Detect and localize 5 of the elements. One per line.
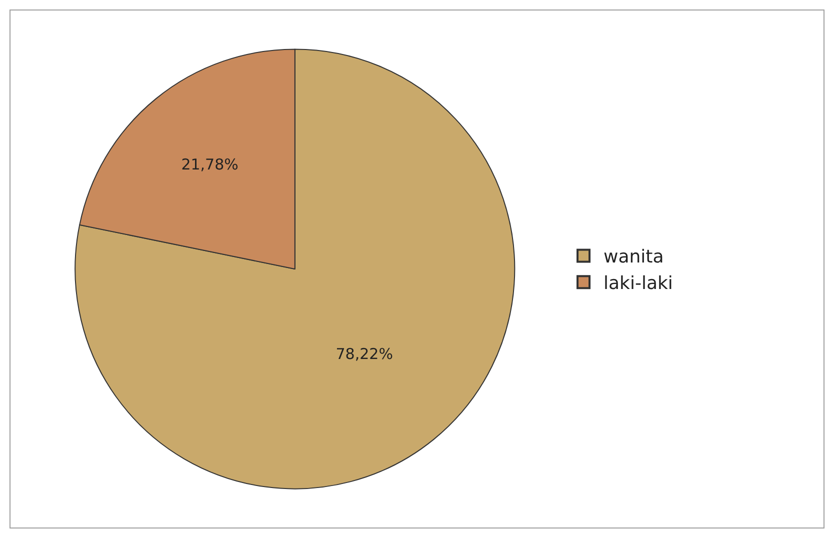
data-label: 78,22% [336, 345, 393, 364]
pie-slice [74, 48, 516, 490]
legend-label: laki-laki [604, 273, 673, 294]
legend-label: wanita [604, 246, 664, 268]
data-label: 21,78% [181, 156, 238, 174]
